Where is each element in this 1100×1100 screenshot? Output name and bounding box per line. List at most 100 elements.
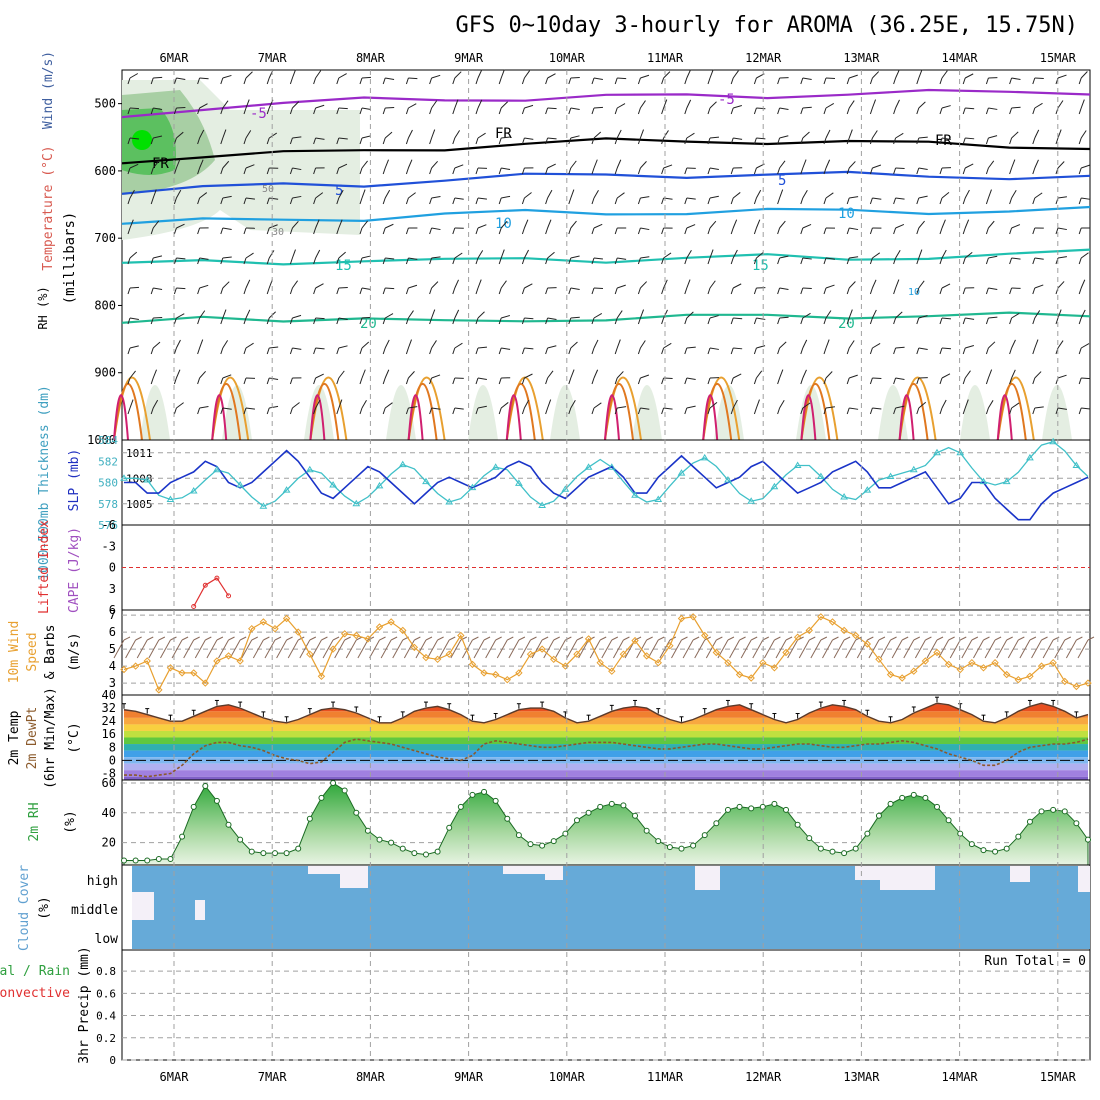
wind-barb [570,316,580,319]
wind-barb-feather [382,377,386,385]
slp-marker [236,481,245,488]
wind-barb-feather [405,227,409,235]
wind-barb-feather [916,77,920,85]
contour-label: -5 [250,106,267,122]
wind-barb-feather [893,317,897,325]
wind-barb-feather [220,227,224,235]
surface-barb [531,639,543,659]
wind-speed-marker [491,670,500,679]
bottom-date-label: 7MAR [258,1070,288,1084]
wind-barb-feather [1009,77,1013,85]
wind-barb-feather [382,347,386,355]
wind-speed-marker [817,613,825,621]
surface-barb [984,639,996,659]
rh-marker [643,827,650,834]
wind-barb-feather [475,287,479,295]
wind-barb [872,197,882,200]
surface-barb-feather [623,636,630,641]
wind-barb [1034,102,1043,109]
slp-marker [654,495,663,502]
rh-marker [213,797,220,804]
wind-barb [639,129,644,139]
wind-barb [361,76,372,79]
surface-barb [705,639,717,659]
wind-barb-feather [452,377,456,385]
wind-barb-feather [521,377,525,385]
wind-barb-feather [823,317,827,325]
wind-barb [176,223,185,229]
top-date-label: 15MAR [1040,51,1077,65]
wind-barb [338,286,348,289]
wind-barb [129,345,139,349]
surface-barb [729,639,741,659]
surface-barb [775,639,787,659]
rh-marker [562,830,569,837]
wind-barb-feather [869,107,873,115]
surface-barb-feather [518,636,526,641]
wind-barb [1057,309,1062,319]
wind-barb [686,224,696,229]
wind-barb-feather [475,107,479,115]
wind-barb-feather [429,137,433,145]
wind-barb-feather [777,77,781,85]
wind-barb-feather [220,257,224,265]
wind-barb-feather [429,107,433,115]
wind-barb-feather [127,287,131,295]
wind-barb-feather [382,197,386,205]
slp-marker [515,479,523,486]
wind-barb-feather [359,107,363,115]
rh-shading [550,385,580,440]
wind-barb-feather [150,77,154,85]
wind-barb [1034,284,1044,289]
vertical-gridlines [173,70,1059,1060]
wind-barb [640,74,650,79]
rh-marker [504,815,511,822]
wind-barb [477,346,488,349]
wind-barb [385,77,395,80]
pressure-tick-label: 600 [94,164,116,178]
wind-barb [129,251,138,259]
wind-barb-feather [916,377,920,385]
wind-barb-feather [591,257,595,265]
contour-label: 20 [360,316,377,332]
rh-marker [655,838,662,845]
surface-barb-feather [750,636,758,641]
rh-marker [841,850,848,857]
wind-barb-feather [591,107,595,115]
wind-barb-feather [173,347,177,355]
wind-barb-feather [1009,257,1013,265]
wind-barb [686,69,691,79]
wind-barb-feather [359,257,363,265]
wind-barb [639,100,646,109]
wind-barb [384,339,390,349]
rh-marker [121,857,127,864]
wind-barb [733,317,743,320]
surface-barb-feather [739,636,746,641]
wind-barb [802,312,811,319]
wind-barb-feather [429,377,433,385]
rh-marker [353,809,360,816]
wind-barb [941,399,947,409]
wind-barb-feather [823,77,827,85]
wind-barb-feather [916,227,920,235]
li-tick-label: 6 [109,603,116,617]
wind-barb [825,339,830,349]
rh-marker [783,806,790,813]
wind-barb-feather [243,257,247,265]
wind-barb [779,135,789,139]
wind-barb-feather [637,407,641,415]
wind-barb [199,77,209,80]
wind-barb [431,74,441,79]
surface-barb [520,639,531,659]
wind-barb-feather [545,317,549,325]
wind-barb-feather [220,77,224,85]
wind-speed-marker [457,631,465,640]
wind-barb [153,255,163,259]
wind-barb [1011,369,1016,379]
surface-barb-feather [147,636,154,641]
surface-barb [938,639,950,659]
wind-barb [709,167,719,171]
surface-barb-feather [576,636,584,641]
wind-barb [129,399,134,409]
wind-barb-feather [382,77,386,85]
